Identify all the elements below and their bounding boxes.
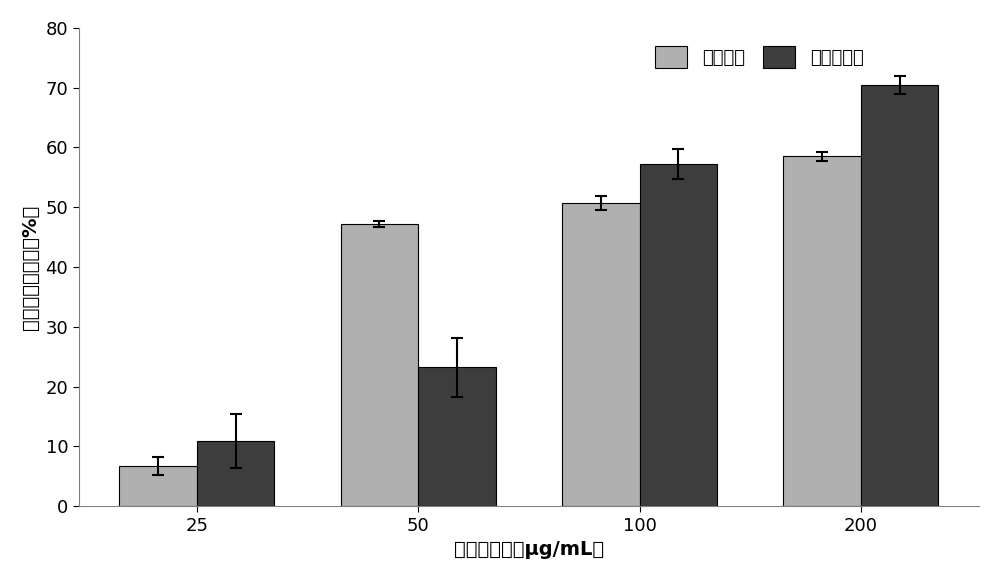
Bar <box>640 164 717 506</box>
Bar <box>861 85 938 506</box>
Bar <box>783 157 861 506</box>
Bar <box>418 368 496 506</box>
Bar <box>197 441 274 506</box>
X-axis label: 紫檀芪浓度（μg/mL）: 紫檀芪浓度（μg/mL） <box>454 540 604 559</box>
Y-axis label: 菌丝生长抑制率（%）: 菌丝生长抑制率（%） <box>21 204 40 329</box>
Bar <box>119 466 197 506</box>
Bar <box>341 224 418 506</box>
Bar <box>562 203 640 506</box>
Legend: 灰葡萄孢, 荔枝霜疫霉: 灰葡萄孢, 荔枝霜疫霉 <box>646 37 873 77</box>
